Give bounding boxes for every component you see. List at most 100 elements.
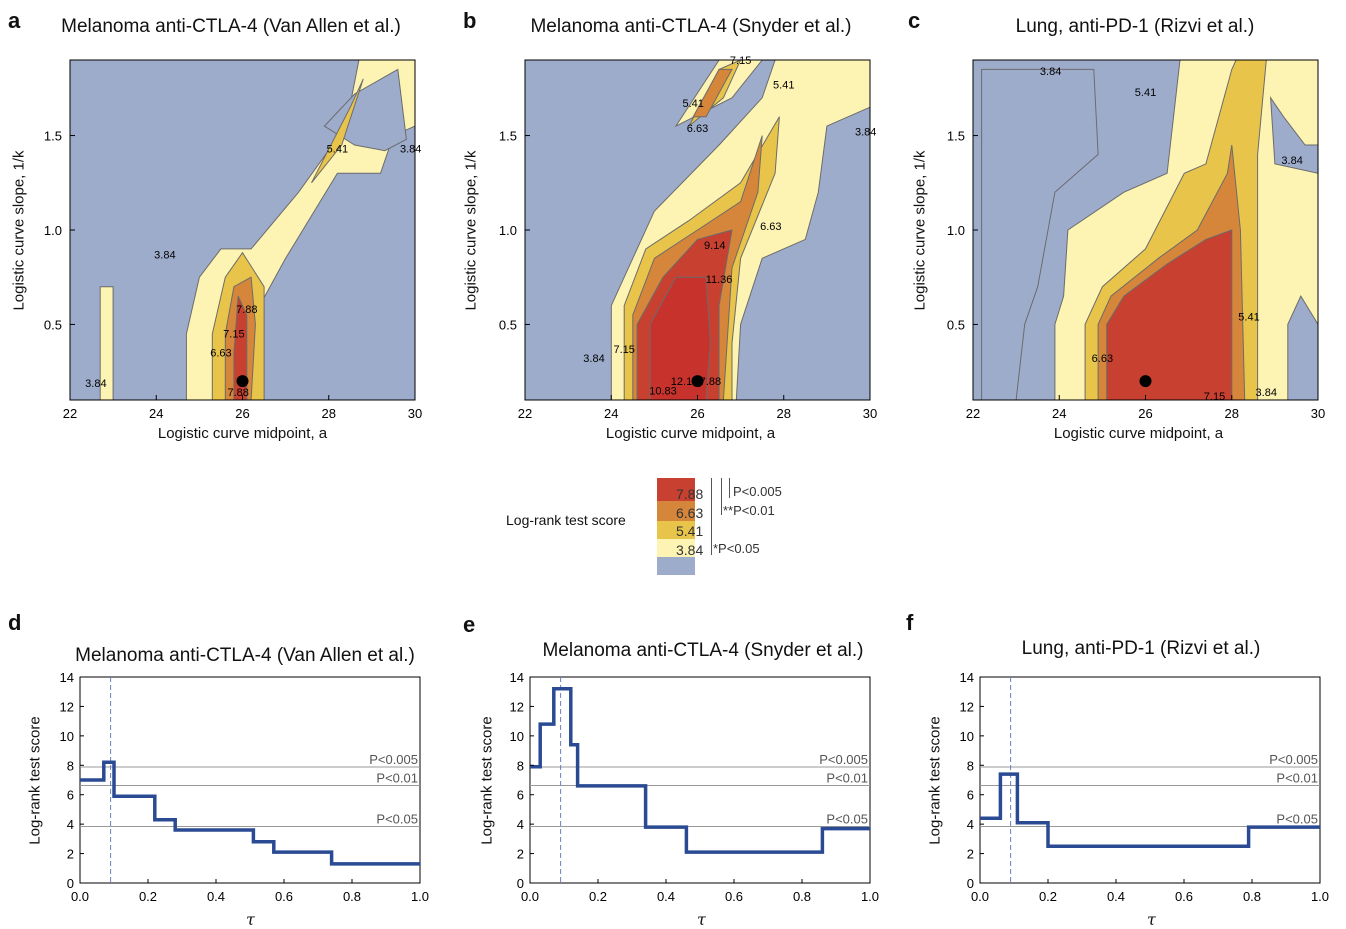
x-tick-label: 0.2 (139, 889, 157, 904)
panel-e-xlabel: τ (697, 910, 706, 929)
contour-label: 7.88 (236, 304, 257, 316)
x-tick-label: 0.2 (1039, 889, 1057, 904)
y-tick-label: 12 (510, 699, 524, 714)
x-tick-label: 26 (690, 406, 704, 421)
contour-label: 6.63 (210, 348, 231, 360)
x-tick-label: 26 (235, 406, 249, 421)
panel-c-title: Lung, anti-PD-1 (Rizvi et al.) (1015, 16, 1255, 37)
panel-d-xlabel: τ (246, 910, 255, 929)
threshold-label: P<0.01 (376, 770, 418, 785)
x-tick-label: 22 (63, 406, 77, 421)
legend-sig-01: **P<0.01 (723, 503, 775, 518)
step-series-line (530, 687, 870, 854)
y-tick-label: 4 (967, 817, 974, 832)
y-tick-label: 1.0 (44, 223, 62, 238)
x-tick-label: 0.6 (1175, 889, 1193, 904)
optimum-point (1139, 375, 1152, 388)
y-tick-label: 12 (960, 699, 974, 714)
x-tick-label: 28 (322, 406, 336, 421)
x-tick-label: 30 (408, 406, 422, 421)
panel-f-ylabel: Log-rank test score (926, 716, 944, 845)
x-tick-label: 22 (966, 406, 980, 421)
plot-frame (529, 676, 871, 884)
y-tick-label: 6 (517, 788, 524, 803)
legend-value-788: 7.88 (676, 486, 704, 502)
legend-bracket-01 (721, 478, 722, 515)
legend-value-663: 6.63 (676, 505, 704, 521)
panel-d-title: Melanoma anti-CTLA-4 (Van Allen et al.) (75, 645, 415, 666)
x-tick-label: 1.0 (411, 889, 429, 904)
legend-title: Log-rank test score (506, 512, 626, 528)
contour-label: 5.41 (773, 79, 794, 91)
x-tick-label: 0.8 (1243, 889, 1261, 904)
panel-f-title: Lung, anti-PD-1 (Rizvi et al.) (1021, 638, 1261, 659)
contour-label: 7.15 (223, 329, 244, 341)
contour-label: 3.84 (1256, 387, 1277, 399)
y-tick-label: 0.5 (947, 317, 965, 332)
legend-swatch-below (657, 557, 695, 575)
step-series-line (80, 760, 420, 866)
legend-sig-005: P<0.005 (733, 484, 782, 499)
x-tick-label: 28 (1225, 406, 1239, 421)
panel-f-xlabel: τ (1147, 910, 1156, 929)
y-tick-label: 1.5 (947, 129, 965, 144)
y-tick-label: 0 (67, 876, 74, 891)
contour-label: 3.84 (154, 249, 175, 261)
y-tick-label: 4 (67, 817, 74, 832)
x-tick-label: 24 (149, 406, 163, 421)
x-tick-label: 0.2 (589, 889, 607, 904)
legend-swatch-788 (657, 478, 695, 501)
y-tick-label: 4 (517, 817, 524, 832)
threshold-label: P<0.01 (826, 770, 868, 785)
contour-region (692, 68, 733, 118)
contour-label: 3.84 (400, 144, 421, 156)
y-tick-label: 6 (967, 788, 974, 803)
x-tick-label: 0.8 (343, 889, 361, 904)
x-tick-label: 24 (604, 406, 618, 421)
y-tick-label: 8 (967, 758, 974, 773)
contour-label: 6.63 (687, 123, 708, 135)
contour-label: 6.63 (1092, 353, 1113, 365)
x-tick-label: 30 (1311, 406, 1325, 421)
threshold-label: P<0.005 (1269, 752, 1318, 767)
x-tick-label: 0.4 (1107, 889, 1125, 904)
y-tick-label: 8 (517, 758, 524, 773)
panel-e-ylabel: Log-rank test score (478, 716, 496, 845)
x-tick-label: 0.6 (275, 889, 293, 904)
x-tick-label: 0.4 (207, 889, 225, 904)
threshold-label: P<0.05 (1276, 811, 1318, 826)
contour-region (1106, 229, 1233, 401)
panel-letter-f: f (906, 610, 914, 635)
panel-e-title: Melanoma anti-CTLA-4 (Snyder et al.) (542, 640, 864, 661)
contour-label: 7.15 (613, 344, 634, 356)
x-tick-label: 28 (777, 406, 791, 421)
x-tick-label: 0.0 (521, 889, 539, 904)
y-tick-label: 2 (67, 847, 74, 862)
legend-sig-05: *P<0.05 (713, 541, 760, 556)
plot-frame (979, 676, 1321, 884)
y-tick-label: 1.5 (44, 129, 62, 144)
panel-d-step-plot: P<0.005 P<0.01 P<0.05 0.0 0.2 0.4 0.6 0.8 1.0 0 2 4… (60, 670, 430, 904)
plot-frame (79, 676, 421, 884)
panel-e-step-plot: P<0.005 P<0.01 P<0.05 0.0 0.2 0.4 0.6 0.8 1.0 0 2 4… (510, 670, 880, 904)
y-tick-label: 14 (960, 670, 974, 685)
contour-label: 9.14 (704, 240, 725, 252)
contour-label: 6.63 (760, 221, 781, 233)
contour-label: 5.41 (1135, 87, 1156, 99)
contour-region (311, 78, 364, 184)
panel-b-xlabel: Logistic curve midpoint, a (605, 425, 776, 442)
contour-label: 5.41 (327, 144, 348, 156)
step-series-line (980, 772, 1320, 848)
panel-c-contour-plot: 22 24 26 28 30 0.5 1.0 1.5 3.84 5.41 3.84 5.41 6.63 7… (947, 59, 1325, 421)
contour-label: 12.12 (671, 376, 699, 388)
panel-f-step-plot: P<0.005 P<0.01 P<0.05 0.0 0.2 0.4 0.6 0.8 1.0 0 2 4… (960, 670, 1330, 904)
panel-letter-c: c (908, 8, 921, 33)
y-tick-label: 2 (967, 847, 974, 862)
y-tick-label: 0.5 (44, 317, 62, 332)
y-tick-label: 8 (67, 758, 74, 773)
panel-letter-d: d (8, 610, 22, 635)
optimum-point (691, 375, 704, 388)
x-tick-label: 0.8 (793, 889, 811, 904)
contour-label: 3.84 (1040, 66, 1061, 78)
threshold-label: P<0.01 (1276, 770, 1318, 785)
